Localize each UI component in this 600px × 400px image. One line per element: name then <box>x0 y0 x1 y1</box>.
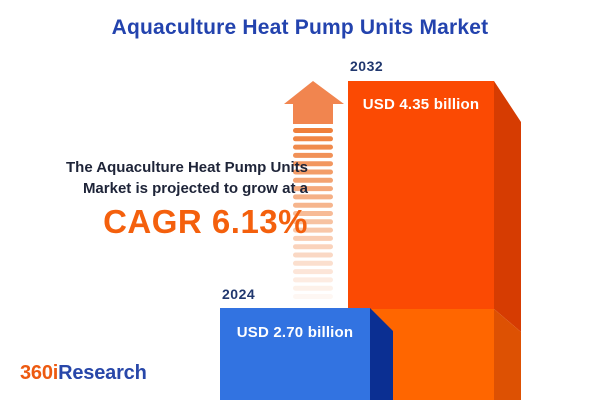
year-label-2032: 2032 <box>350 58 384 74</box>
bar-2032-side-bottom <box>494 309 521 400</box>
description-block: The Aquaculture Heat Pump Units Market i… <box>8 157 308 241</box>
page-title: Aquaculture Heat Pump Units Market <box>111 16 489 39</box>
bar-2032-front-top <box>348 81 494 309</box>
growth-arrow <box>284 81 344 299</box>
bar-2032 <box>348 81 521 400</box>
bar-2024 <box>220 308 393 400</box>
cagr-text: CAGR 6.13% <box>103 203 308 240</box>
logo-360i: 360i <box>20 362 59 384</box>
logo-research: Research <box>58 362 147 384</box>
year-label-2024: 2024 <box>222 286 256 302</box>
up-arrow-icon <box>284 81 344 124</box>
bar-value-label-2024: USD 2.70 billion <box>236 324 354 341</box>
description-line1: The Aquaculture Heat Pump Units <box>66 159 308 176</box>
bar-2024-front <box>220 308 370 400</box>
description-line2: Market is projected to grow at a <box>82 180 308 197</box>
bar-value-label-2032: USD 4.35 billion <box>362 96 480 113</box>
arrow-stripes <box>293 128 333 299</box>
bar-2032-side-top <box>494 81 521 332</box>
logo: 360iResearch <box>20 362 147 385</box>
bar-2024-side <box>370 308 393 400</box>
